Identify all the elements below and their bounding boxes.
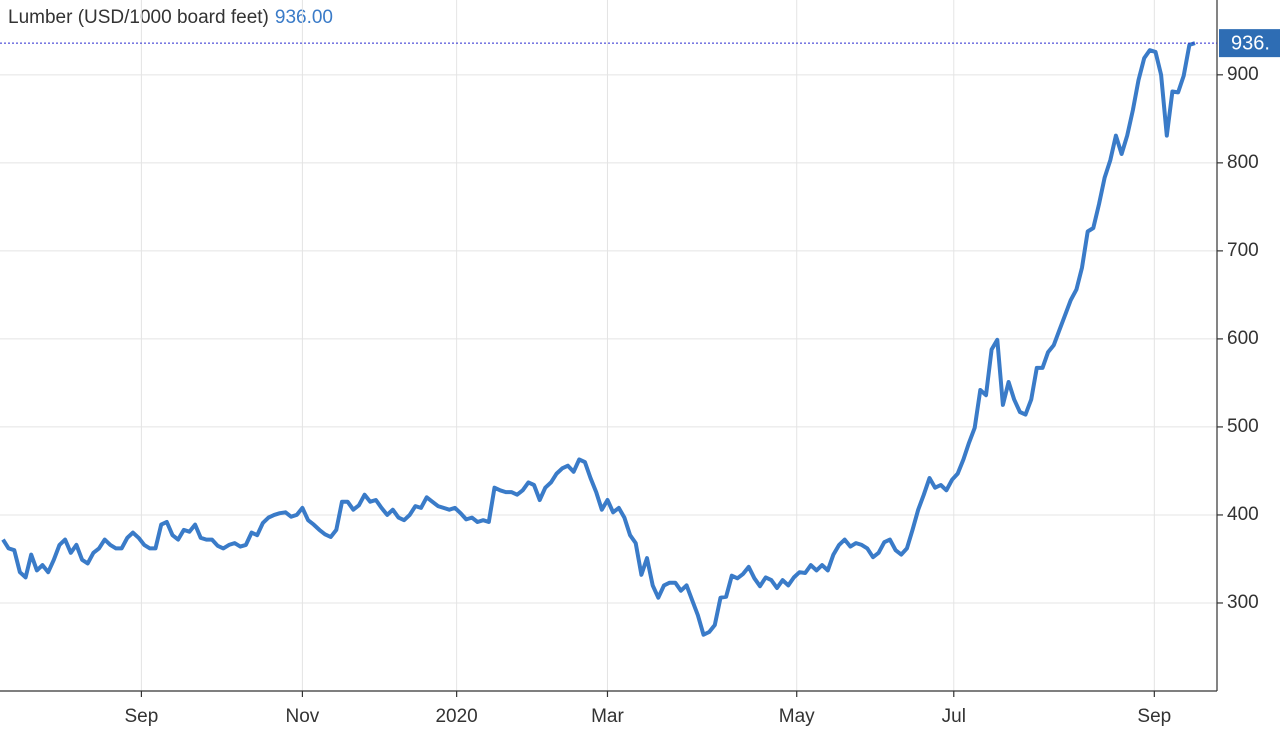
y-tick-label: 500 [1227,416,1259,437]
x-tick-label: Mar [591,706,624,727]
title-value: 936.00 [275,7,333,28]
y-tick-label: 300 [1227,592,1259,613]
last-value-badge [1219,29,1280,58]
chart-title: Lumber (USD/1000 board feet) 936.00 [8,7,333,28]
y-tick-label: 800 [1227,152,1259,173]
x-tick-label: Nov [286,706,320,727]
title-text: Lumber (USD/1000 board feet) [8,7,269,28]
x-tick-label: 2020 [435,706,477,727]
y-tick-label: 700 [1227,240,1259,261]
x-tick-label: Jul [942,706,966,727]
x-tick-label: Sep [1137,706,1171,727]
line [1,41,1196,637]
x-tick-label: Sep [125,706,159,727]
x-tick-label: May [779,706,815,727]
y-tick-label: 900 [1227,64,1259,85]
y-tick-label: 400 [1227,504,1259,525]
y-tick-label: 600 [1227,328,1259,349]
last-value-badge-label: 936. [1231,32,1270,54]
